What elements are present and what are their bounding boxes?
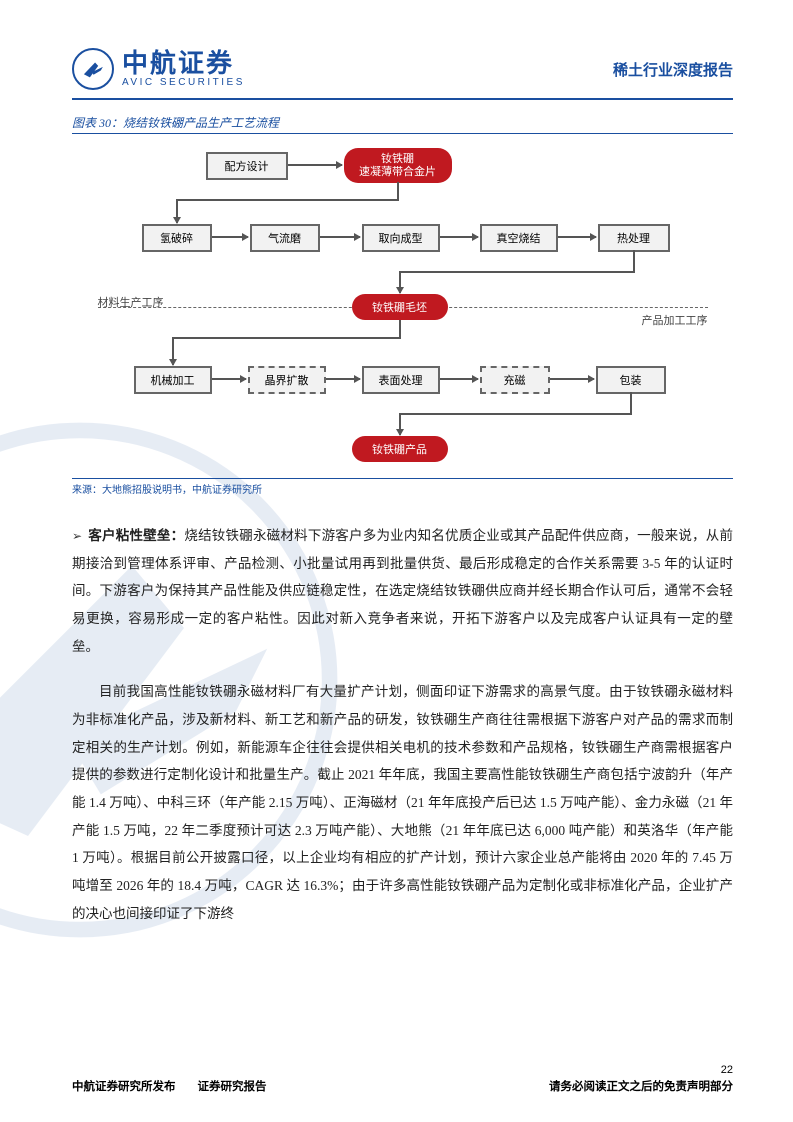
figure-source: 来源：大地熊招股说明书，中航证券研究所 — [72, 478, 733, 496]
figure-caption: 图表 30：烧结钕铁硼产品生产工艺流程 — [72, 114, 733, 134]
node-recipe: 配方设计 — [206, 152, 288, 180]
node-surface: 表面处理 — [362, 366, 440, 394]
page-header: 中航证券 AVIC SECURITIES 稀土行业深度报告 — [72, 48, 733, 100]
bullet-icon: ➢ — [72, 524, 82, 549]
arrow — [212, 236, 248, 238]
arrow — [440, 236, 478, 238]
arrow — [320, 236, 360, 238]
node-jetmill: 气流磨 — [250, 224, 320, 252]
arrow — [397, 182, 399, 200]
footer-disclaimer: 请务必阅读正文之后的免责声明部分 — [549, 1078, 733, 1094]
footer-publisher: 中航证券研究所发布 — [72, 1078, 176, 1094]
arrow — [399, 271, 635, 273]
node-pack: 包装 — [596, 366, 666, 394]
page-footer: 中航证券研究所发布 证券研究报告 请务必阅读正文之后的免责声明部分 22 — [72, 1078, 733, 1094]
arrow — [633, 250, 635, 272]
arrow — [176, 199, 178, 223]
node-hd: 氢破碎 — [142, 224, 212, 252]
logo-icon — [72, 48, 114, 90]
logo-en: AVIC SECURITIES — [122, 78, 245, 88]
arrow — [326, 378, 360, 380]
node-gbd: 晶界扩散 — [248, 366, 326, 394]
paragraph-2: 目前我国高性能钕铁硼永磁材料厂有大量扩产计划，侧面印证下游需求的高景气度。由于钕… — [72, 678, 733, 927]
node-magnetize: 充磁 — [480, 366, 550, 394]
arrow — [399, 271, 401, 293]
arrow — [558, 236, 596, 238]
arrow — [630, 392, 632, 414]
page-number: 22 — [721, 1064, 733, 1076]
body-text: ➢ 客户粘性壁垒：烧结钕铁硼永磁材料下游客户多为业内知名优质企业或其产品配件供应商… — [72, 522, 733, 927]
arrow — [176, 199, 399, 201]
arrow — [172, 337, 174, 365]
bullet-paragraph: ➢ 客户粘性壁垒：烧结钕铁硼永磁材料下游客户多为业内知名优质企业或其产品配件供应商… — [72, 522, 733, 660]
arrow — [212, 378, 246, 380]
node-product: 钕铁硼产品 — [352, 436, 448, 462]
node-heat: 热处理 — [598, 224, 670, 252]
node-alloy-flake: 钕铁硼 速凝薄带合金片 — [344, 148, 452, 183]
section-label-lower: 产品加工工序 — [642, 312, 708, 328]
footer-report-type: 证券研究报告 — [198, 1078, 267, 1094]
arrow — [440, 378, 478, 380]
arrow — [550, 378, 594, 380]
flowchart: 材料生产工序 产品加工工序 配方设计 钕铁硼 速凝薄带合金片 氢破碎 气流磨 取… — [98, 144, 708, 474]
arrow — [399, 413, 401, 435]
node-orient: 取向成型 — [362, 224, 440, 252]
arrow — [172, 337, 401, 339]
node-blank: 钕铁硼毛坯 — [352, 294, 448, 320]
node-machining: 机械加工 — [134, 366, 212, 394]
arrow — [288, 164, 342, 166]
arrow — [399, 413, 632, 415]
logo-cn: 中航证券 — [122, 50, 245, 76]
section-label-upper: 材料生产工序 — [98, 294, 164, 310]
logo: 中航证券 AVIC SECURITIES — [72, 48, 245, 90]
arrow — [399, 320, 401, 338]
bullet-title: 客户粘性壁垒： — [88, 528, 184, 543]
bullet-text: 烧结钕铁硼永磁材料下游客户多为业内知名优质企业或其产品配件供应商，一般来说，从前… — [72, 528, 733, 654]
node-sinter: 真空烧结 — [480, 224, 558, 252]
document-title: 稀土行业深度报告 — [613, 59, 733, 80]
